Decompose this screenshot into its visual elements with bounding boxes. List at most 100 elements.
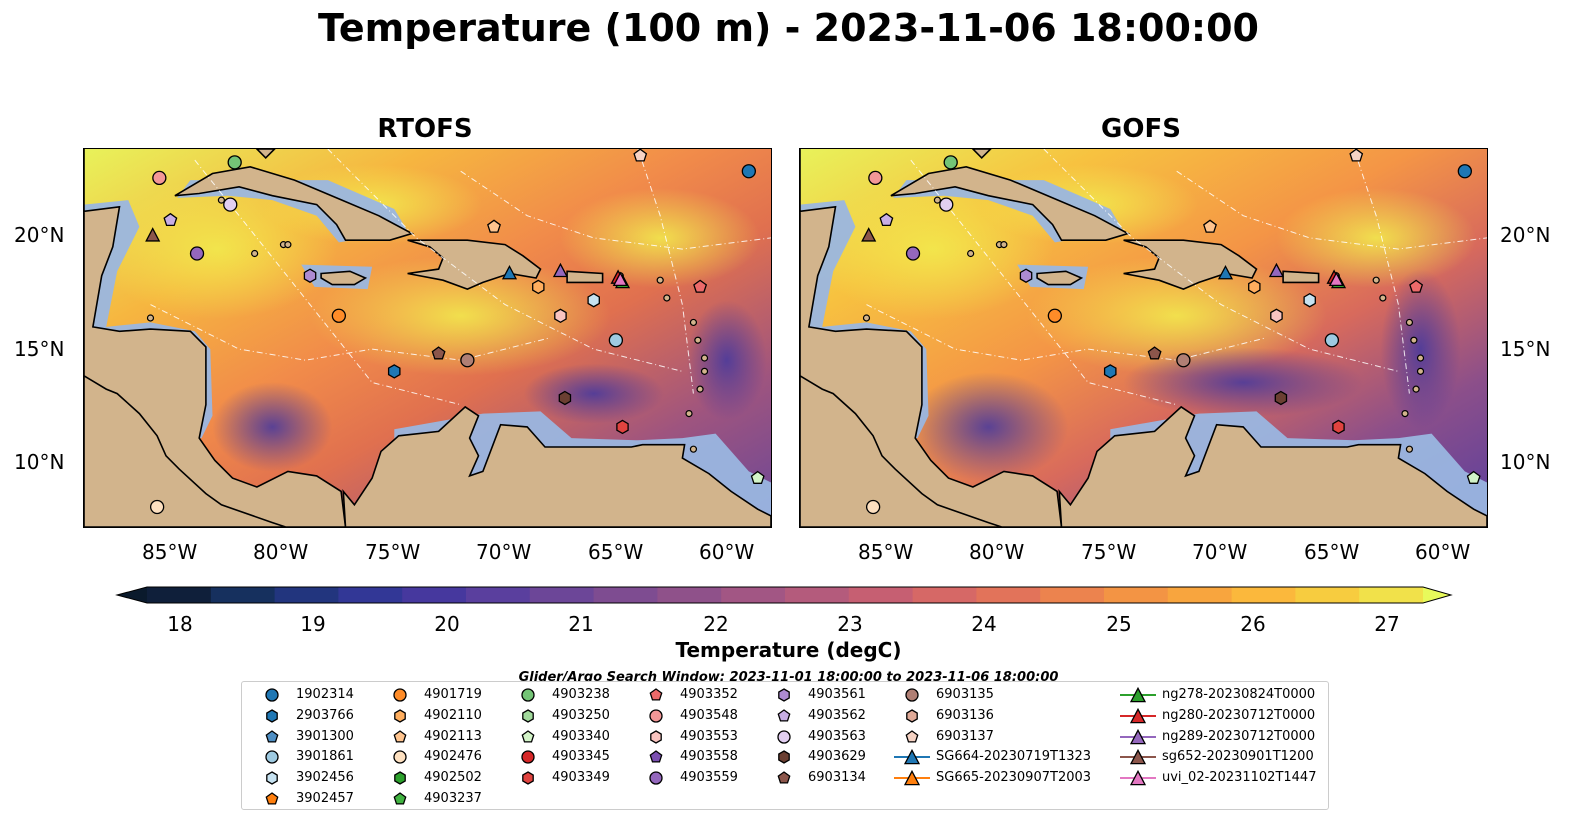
marker-4903553 — [554, 308, 567, 324]
marker-4901719 — [331, 308, 347, 323]
marker-4903559 — [905, 246, 921, 261]
land-mass — [1058, 405, 1487, 527]
marker-4903238 — [227, 155, 242, 170]
colorbar-segment — [1359, 587, 1424, 603]
cool-water-region — [523, 363, 664, 424]
legend-label: 4901719 — [424, 687, 482, 702]
legend-marker — [1129, 707, 1147, 724]
marker-sg664-20230719t1323 — [501, 264, 518, 280]
legend-label: 4902113 — [424, 728, 482, 744]
marker-4902113 — [487, 219, 501, 233]
legend-marker — [522, 709, 534, 723]
y-tick-20n-right: 20°N — [1500, 223, 1551, 247]
colorbar-segment — [466, 587, 531, 603]
legend-label: 6903137 — [936, 728, 994, 744]
island — [1405, 318, 1414, 327]
legend-label: SG664-20230719T1323 — [936, 749, 1092, 765]
island — [656, 276, 664, 284]
legend-marker — [649, 688, 663, 701]
cool-water-region — [212, 381, 333, 472]
legend-label: ng289-20230712T0000 — [1162, 728, 1316, 744]
marker-3902456 — [587, 292, 600, 308]
legend-marker — [777, 729, 791, 744]
marker-4903559 — [189, 246, 205, 261]
land-mass — [971, 149, 992, 160]
marker-2903766 — [387, 364, 401, 379]
legend-marker — [906, 709, 918, 723]
marker-4903548 — [868, 170, 883, 186]
panel-title-gofs: GOFS — [1101, 114, 1181, 144]
colorbar-segment — [976, 587, 1041, 603]
colorbar-tick: 21 — [568, 612, 594, 636]
legend-label: uvi_02-20231102T1447 — [1162, 770, 1317, 786]
island — [1416, 367, 1425, 375]
legend-marker — [905, 688, 919, 702]
boundary-line — [327, 149, 683, 372]
legend-marker — [649, 709, 663, 723]
y-tick-20n-left: 20°N — [14, 223, 65, 247]
legend-marker — [649, 771, 663, 785]
island — [146, 314, 155, 322]
boundary-line — [866, 304, 1266, 361]
island — [1405, 445, 1414, 453]
legend-marker — [265, 688, 279, 702]
colorbar-tick: 25 — [1106, 612, 1132, 636]
island — [685, 410, 693, 418]
legend-label: 4903629 — [808, 749, 866, 765]
warm-water-region — [560, 187, 761, 288]
cool-water-region — [1380, 269, 1461, 430]
marker-4903563 — [939, 197, 954, 212]
legend-label: 4902110 — [424, 707, 482, 723]
colorbar-segment — [274, 587, 339, 603]
legend-marker — [521, 688, 535, 702]
colorbar-label: Temperature (degC) — [675, 638, 902, 662]
legend-label: 6903136 — [936, 707, 994, 723]
marker-2903766 — [1103, 364, 1117, 379]
colorbar-segment — [1231, 587, 1296, 603]
panel-title-rtofs: RTOFS — [377, 114, 473, 144]
boundary-line — [194, 159, 461, 406]
marker-4901719 — [1047, 308, 1063, 323]
x-tick-85w: 85°W — [858, 540, 914, 564]
marker-4902476 — [865, 499, 881, 515]
land-mass — [800, 149, 1063, 527]
marker-4903340 — [750, 470, 765, 484]
marker-4903629 — [558, 390, 572, 406]
marker-sg652-20230901t1200 — [861, 227, 877, 242]
legend-marker — [394, 709, 406, 723]
legend-marker — [265, 750, 279, 765]
marker-4903562 — [879, 212, 894, 227]
island — [696, 385, 704, 393]
x-tick-60w: 60°W — [699, 540, 755, 564]
legend-label: 4903548 — [680, 707, 738, 723]
legend-marker — [393, 792, 407, 805]
legend-label: 4903553 — [680, 728, 738, 744]
colorbar-segment — [848, 587, 914, 603]
island — [663, 294, 671, 302]
main-title: Temperature (100 m) - 2023-11-06 18:00:0… — [317, 6, 1259, 50]
island — [251, 249, 259, 258]
warm-water-region — [1276, 187, 1477, 288]
island — [967, 249, 975, 258]
colorbar-extend-low — [117, 587, 147, 603]
colorbar-segment — [338, 587, 403, 603]
x-tick-70w: 70°W — [1192, 540, 1248, 564]
marker-6903134 — [1147, 346, 1162, 360]
marker-4903629 — [1274, 390, 1288, 406]
land-mass — [407, 239, 542, 290]
marker-3901861 — [608, 333, 624, 348]
marker-4903562 — [163, 212, 178, 227]
legend-label: 4903250 — [552, 707, 610, 723]
legend-label: 4902476 — [424, 749, 482, 765]
land-mass — [890, 165, 1131, 241]
colorbar-tick: 23 — [837, 612, 863, 636]
marker-3902456 — [1303, 292, 1316, 308]
legend-marker — [522, 771, 534, 785]
colorbar-tick: 26 — [1240, 612, 1266, 636]
colorbar-segment — [593, 587, 658, 603]
marker-ng289-20230712t0000 — [1268, 262, 1285, 278]
island — [1372, 276, 1380, 284]
legend-marker — [903, 749, 921, 765]
legend-label: 3901861 — [296, 749, 354, 765]
marker-ng289-20230712t0000 — [552, 262, 569, 278]
